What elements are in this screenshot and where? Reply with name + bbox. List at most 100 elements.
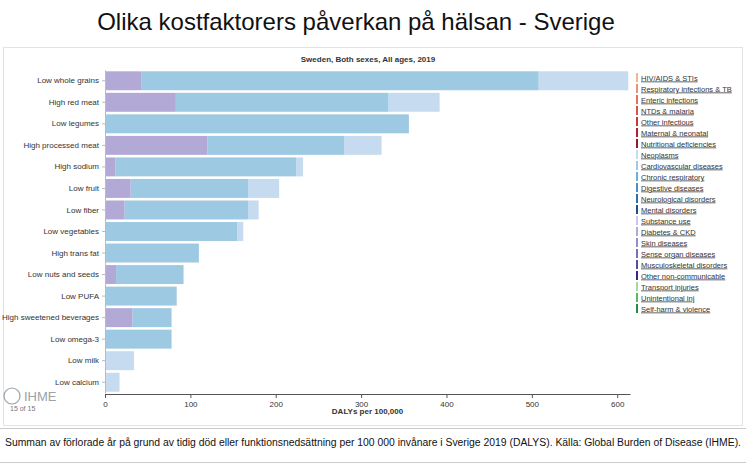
- legend-swatch: [636, 106, 638, 115]
- tick: Low omega-3: [51, 335, 105, 344]
- legend-label: Musculoskeletal disorders: [641, 261, 728, 270]
- bar-segment: [388, 93, 439, 112]
- legend-label: Nutritional deficiencies: [641, 140, 716, 149]
- legend-swatch: [636, 293, 638, 302]
- bar-segment: [248, 179, 279, 198]
- tick-mark: [102, 102, 105, 103]
- tick: Low vegetables: [43, 227, 105, 236]
- legend-label: Maternal & neonatal: [641, 129, 708, 138]
- legend-swatch: [636, 183, 638, 192]
- tick: Low fiber: [67, 206, 105, 215]
- bar-segment: [142, 71, 539, 90]
- tick: Low nuts and seeds: [28, 270, 105, 279]
- tick-mark: [102, 296, 105, 297]
- legend-swatch: [636, 238, 638, 247]
- tick-mark: [102, 123, 105, 124]
- subtitle: Sweden, Both sexes, All ages, 2019: [301, 55, 436, 64]
- tick-mark: [102, 339, 105, 340]
- tick-label: Low legumes: [52, 119, 99, 128]
- tick-mark: [102, 360, 105, 361]
- legend-label: Enteric infections: [641, 96, 698, 105]
- legend-label: Other non-communicable: [641, 272, 725, 281]
- legend-label: Substance use: [641, 217, 691, 226]
- bar-segment: [115, 157, 296, 176]
- bar-segment: [105, 287, 177, 306]
- legend: HIV/AIDS & STIsRespiratory infections & …: [636, 73, 732, 314]
- tick: High sweetened beverages: [2, 313, 105, 322]
- bar-segment: [105, 244, 199, 263]
- tick-mark: [102, 166, 105, 167]
- bar-segment: [248, 200, 258, 219]
- legend-label: Mental disorders: [641, 206, 697, 215]
- tick-label: 0: [103, 400, 108, 409]
- tick: Low fruit: [69, 184, 105, 193]
- tick: High red meat: [49, 98, 105, 107]
- legend-swatch: [636, 304, 638, 313]
- tick-label: 500: [526, 400, 540, 409]
- tick-label: High sodium: [55, 162, 100, 171]
- tick: Low whole grains: [37, 76, 105, 85]
- tick-mark: [617, 394, 618, 398]
- legend-label: Other infectious: [641, 118, 694, 127]
- bar-segment: [105, 200, 125, 219]
- tick: 600: [611, 394, 625, 409]
- separator: [0, 462, 746, 463]
- tick-mark: [102, 188, 105, 189]
- bar-segment: [176, 93, 389, 112]
- legend-label: Neoplasms: [641, 151, 679, 160]
- legend-swatch: [636, 150, 638, 159]
- tick: Low milk: [68, 356, 105, 365]
- legend-swatch: [636, 194, 638, 203]
- title: Olika kostfaktorers påverkan på hälsan -…: [97, 8, 615, 35]
- legend-label: Neurological disorders: [641, 195, 716, 204]
- legend-swatch: [636, 73, 638, 82]
- legend-label: Diabetes & CKD: [641, 228, 696, 237]
- tick-mark: [190, 394, 191, 398]
- legend-swatch: [636, 249, 638, 258]
- bar-segment: [105, 308, 132, 327]
- tick-mark: [102, 231, 105, 232]
- chart: Olika kostfaktorers påverkan på hälsan -…: [0, 0, 746, 469]
- tick-mark: [361, 394, 362, 398]
- tick-label: High sweetened beverages: [2, 313, 99, 322]
- bar-segment: [105, 93, 176, 112]
- bar-segment: [105, 114, 409, 133]
- tick-label: High processed meat: [23, 141, 99, 150]
- tick-mark: [446, 394, 447, 398]
- legend-label: Cardiovascular diseases: [641, 162, 723, 171]
- legend-swatch: [636, 128, 638, 137]
- legend-swatch: [636, 216, 638, 225]
- tick: High trans fat: [51, 249, 105, 258]
- bar-segment: [105, 136, 207, 155]
- tick-label: Low whole grains: [37, 76, 99, 85]
- logo-text: IHME: [24, 389, 57, 404]
- x-axis-label: DALYs per 100,000: [332, 407, 404, 416]
- legend-swatch: [636, 260, 638, 269]
- tick-label: Low PUFA: [61, 292, 99, 301]
- tick-label: 200: [270, 400, 284, 409]
- legend-swatch: [636, 271, 638, 280]
- tick: Low legumes: [52, 119, 105, 128]
- tick: 0: [103, 394, 108, 409]
- tick-mark: [276, 394, 277, 398]
- logo-icon: [4, 388, 20, 404]
- tick-label: Low omega-3: [51, 335, 100, 344]
- tick: 100: [184, 394, 198, 409]
- legend-swatch: [636, 282, 638, 291]
- axis-line: [105, 71, 106, 394]
- legend-label: Respiratory infections & TB: [641, 85, 732, 94]
- tick-mark: [102, 209, 105, 210]
- legend-swatch: [636, 205, 638, 214]
- legend-swatch: [636, 117, 638, 126]
- bar-segment: [132, 308, 171, 327]
- legend-label: Self-harm & violence: [641, 305, 710, 314]
- tick: 200: [270, 394, 284, 409]
- legend-swatch: [636, 172, 638, 181]
- bar-segment: [539, 71, 629, 90]
- tick-mark: [102, 80, 105, 81]
- page-indicator: 15 of 15: [10, 405, 35, 412]
- tick-mark: [532, 394, 533, 398]
- separator: [0, 428, 746, 429]
- bar-segment: [105, 330, 172, 349]
- bar-segment: [116, 265, 183, 284]
